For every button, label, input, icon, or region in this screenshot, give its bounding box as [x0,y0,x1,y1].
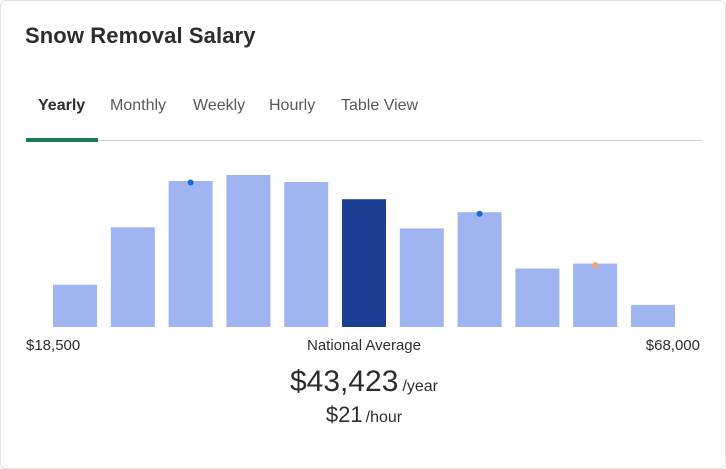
tab-weekly[interactable]: Weekly [193,97,246,114]
hourly-average: $21/hour [1,402,726,428]
bar-10 [631,304,675,327]
page-title: Snow Removal Salary [25,23,256,48]
hourly-unit: /hour [365,409,403,426]
bar-4 [284,182,329,327]
bar-1 [110,227,155,327]
national-average-label: National Average [307,337,421,354]
yearly-average-value: $43,423 [289,365,399,398]
bar-8 [515,268,560,327]
marker-dot-1 [476,210,483,217]
tab-yearly[interactable]: Yearly [38,97,86,114]
bar-9 [573,263,618,327]
tab-hourly[interactable]: Hourly [269,97,316,114]
bar-national-average [342,199,386,327]
x-max-label: $68,000 [645,337,700,354]
bar-2 [168,181,213,327]
bar-0 [53,284,97,327]
marker-dot-0 [187,179,194,186]
marker-dot-2 [592,262,599,269]
x-min-label: $18,500 [26,337,81,354]
bar-3 [226,175,271,327]
yearly-unit: /year [402,378,439,395]
bar-7 [457,212,502,327]
yearly-average: $43,423/year [1,365,726,399]
tab-table-view[interactable]: Table View [341,97,419,114]
bar-6 [399,228,444,327]
hourly-average-value: $21 [325,402,363,427]
tab-monthly[interactable]: Monthly [110,97,167,114]
active-tab-indicator [26,138,98,142]
period-tabs: Yearly Monthly Weekly Hourly Table View [26,95,702,142]
salary-distribution-chart [53,175,675,327]
